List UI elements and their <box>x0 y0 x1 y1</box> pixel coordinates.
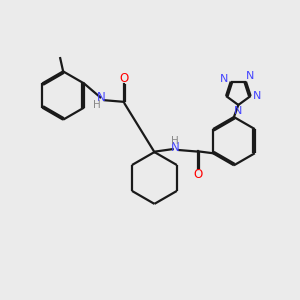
Text: N: N <box>246 71 255 81</box>
Text: H: H <box>93 100 101 110</box>
Text: N: N <box>253 91 261 101</box>
Text: O: O <box>119 72 128 85</box>
Text: H: H <box>171 136 178 146</box>
Text: N: N <box>234 106 242 116</box>
Text: N: N <box>97 92 106 104</box>
Text: N: N <box>171 141 180 154</box>
Text: O: O <box>193 168 202 181</box>
Text: N: N <box>220 74 228 84</box>
